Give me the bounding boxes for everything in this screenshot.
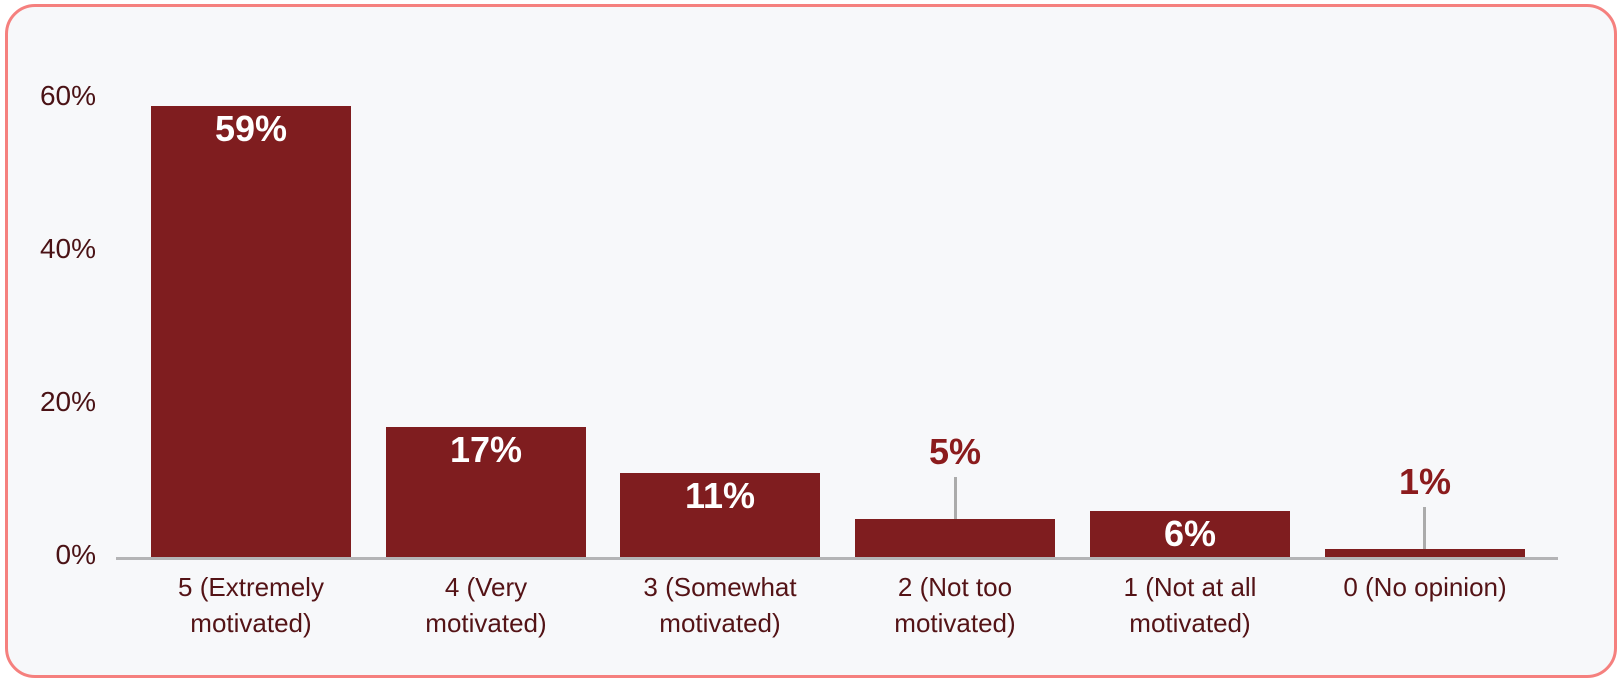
bar [620,473,820,557]
x-axis-line [116,557,1558,560]
bar [386,427,586,557]
category-label: 1 (Not at all motivated) [1123,572,1257,638]
category-label: 3 (Somewhat motivated) [643,572,797,638]
bar [855,519,1055,557]
bar-value-label: 11% [684,475,756,516]
bar-value-label: 1% [1398,461,1452,502]
category-label: 2 (Not too motivated) [894,572,1016,638]
leader-line [954,477,957,519]
leader-line [1423,507,1426,549]
bar [151,106,351,557]
category-label: 0 (No opinion) [1343,572,1507,602]
category-label: 4 (Very motivated) [425,572,547,638]
y-tick-label: 60% [39,80,96,111]
y-tick-label: 0% [55,539,96,570]
bar-value-label: 17% [449,429,523,470]
chart-frame-border: 0% 20% 40% 60% 59% 5 (Extremely motivated) 17%… [5,4,1617,678]
y-tick-label: 20% [39,386,96,417]
bar-chart-plot-area: 0% 20% 40% 60% 59% 5 (Extremely motivated) 17%… [8,7,1614,675]
bar-value-label: 6% [1163,513,1217,554]
category-label: 5 (Extremely motivated) [178,572,324,638]
bar-value-label: 59% [214,108,288,149]
bar [1090,511,1290,557]
bar [1325,549,1525,557]
bar-value-label: 5% [928,431,982,472]
y-tick-label: 40% [39,233,96,264]
